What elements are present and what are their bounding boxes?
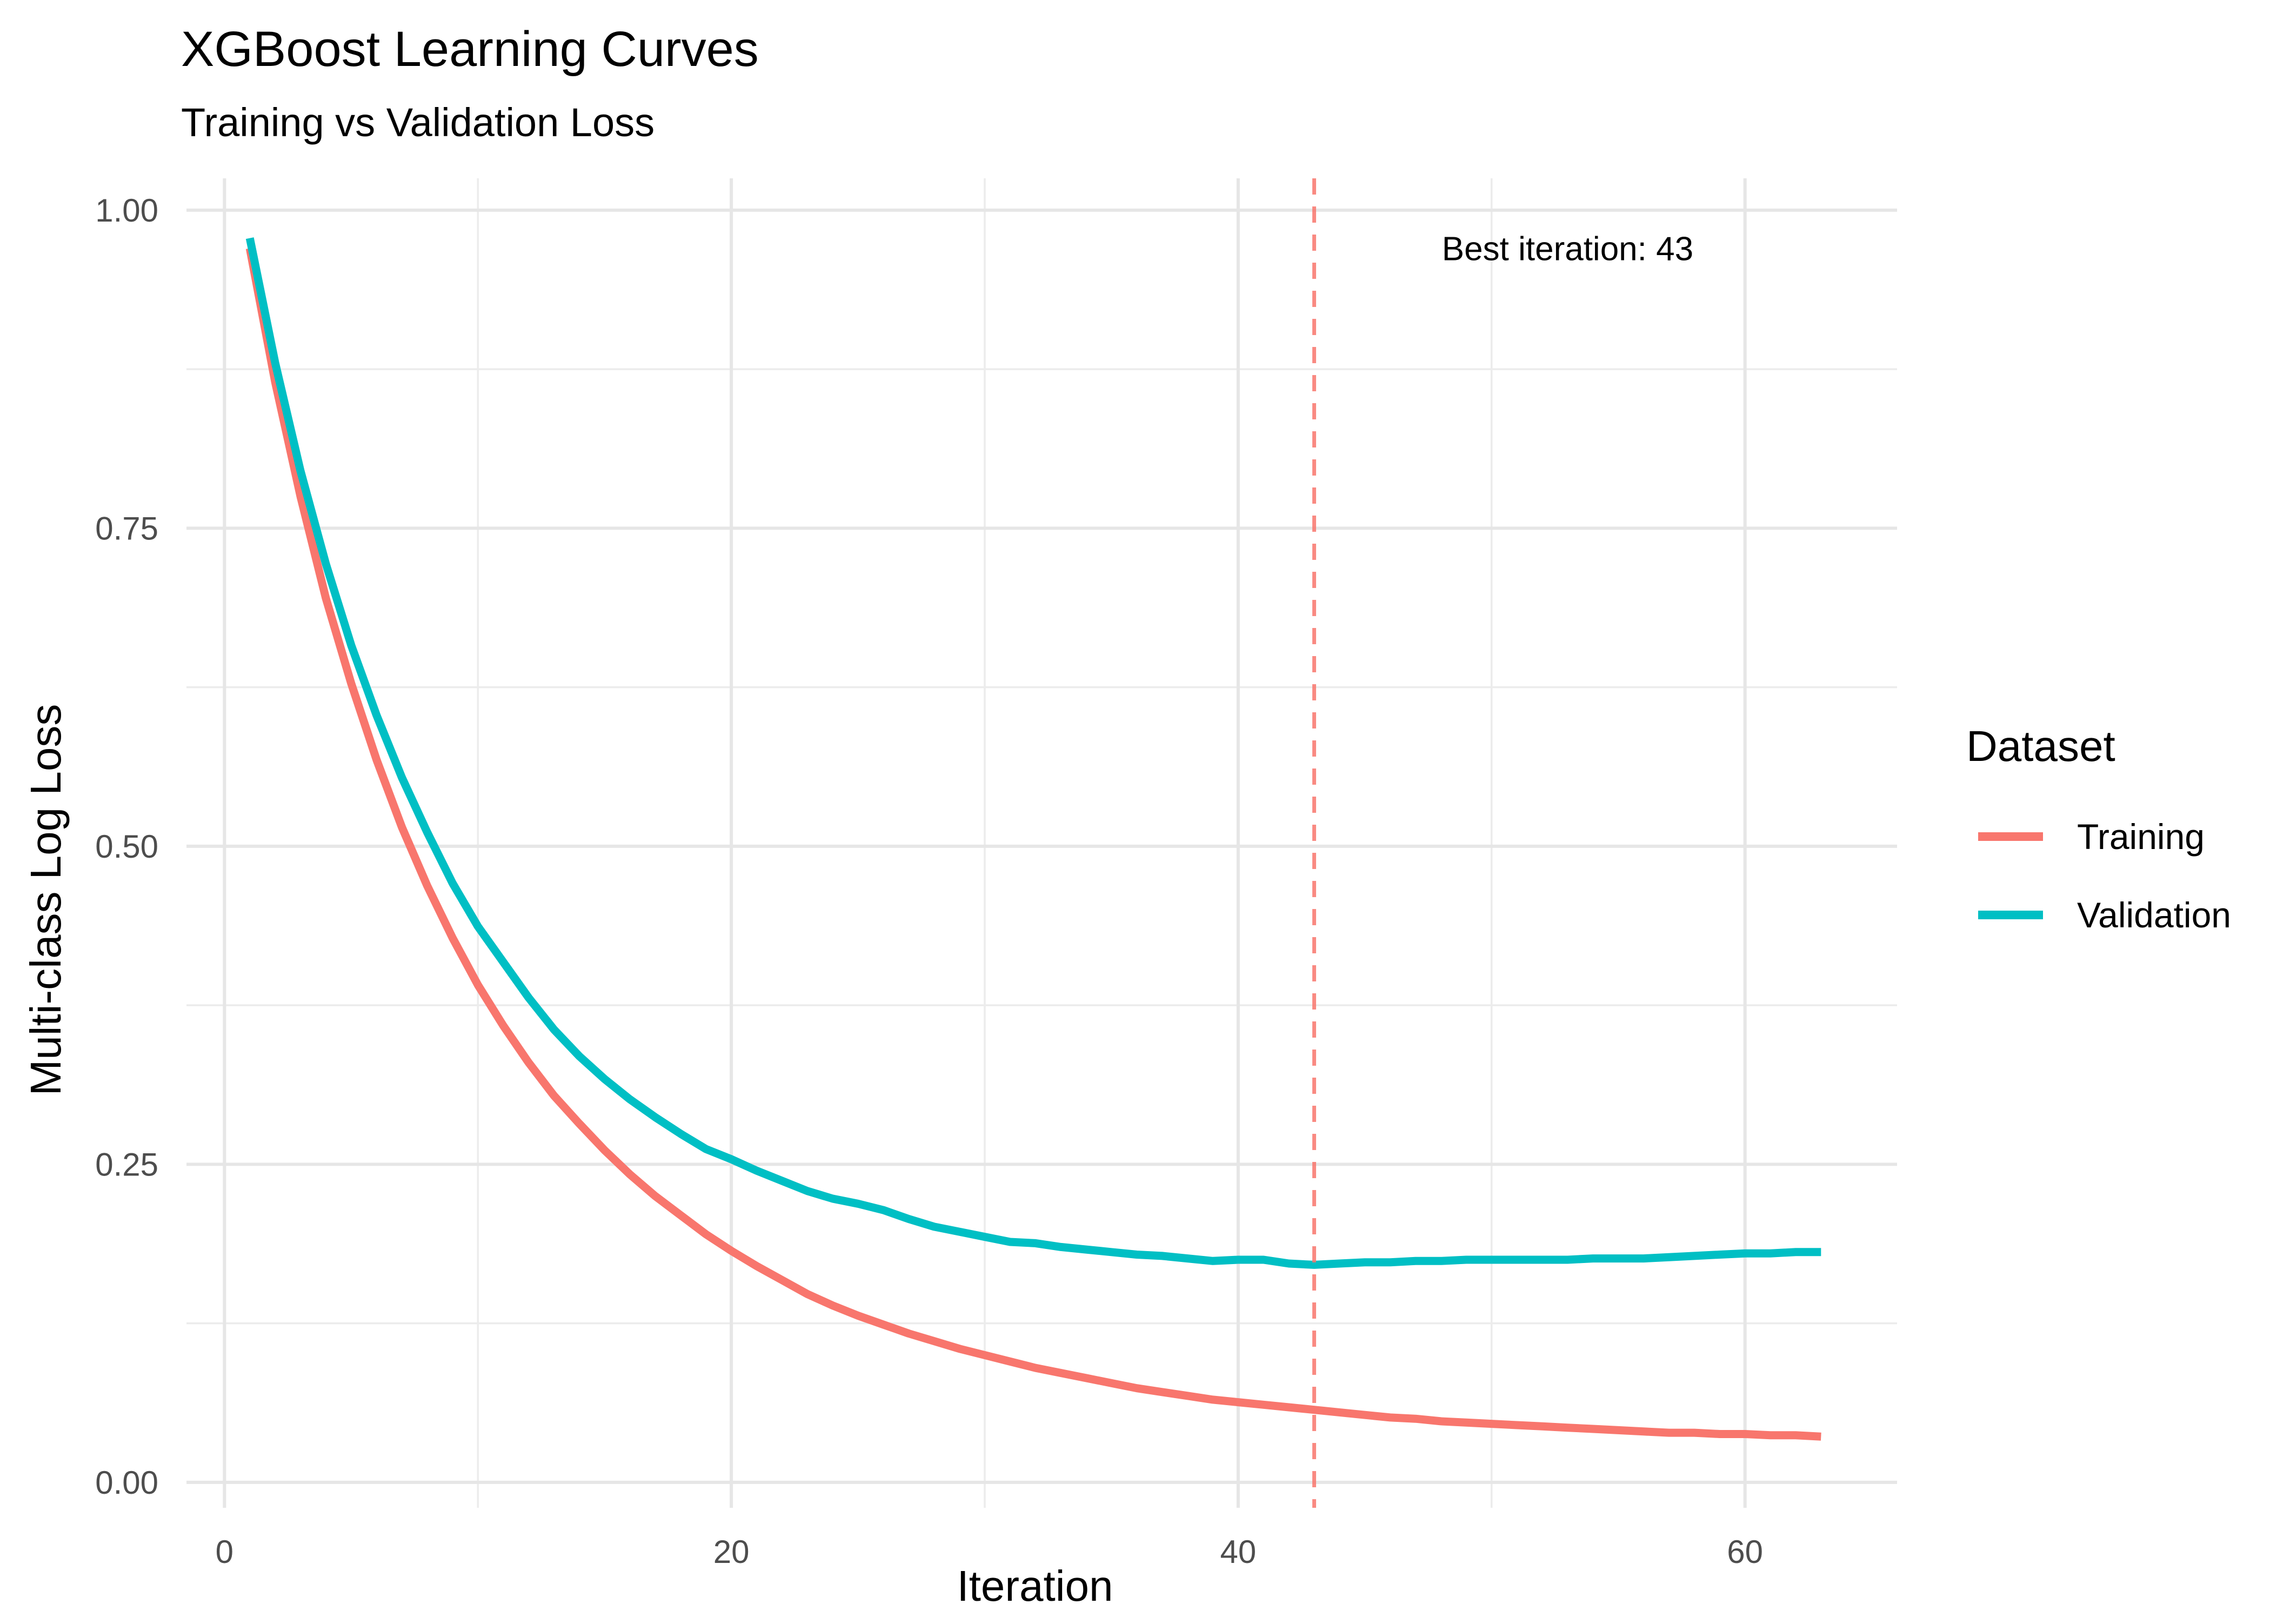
legend-label-training: Training [2077,817,2205,857]
series-line-validation [245,237,1821,1269]
annotations: Best iteration: 43 [1442,230,1693,268]
chart-subtitle: Training vs Validation Loss [181,100,655,145]
y-tick-label-0: 0.00 [95,1465,158,1501]
x-tick-label-1: 20 [713,1534,750,1570]
legend-label-validation: Validation [2077,895,2231,935]
x-tick-label-2: 40 [1220,1534,1257,1570]
y-tick-label-2: 0.50 [95,828,158,865]
x-tick-labels: 0 20 40 60 [216,1534,1763,1570]
chart-title: XGBoost Learning Curves [181,22,759,77]
x-axis-title: Iteration [957,1562,1113,1610]
y-tick-label-1: 0.25 [95,1146,158,1182]
annotation-label-0: Best iteration: 43 [1442,230,1693,268]
y-tick-label-4: 1.00 [95,192,158,229]
y-axis-title: Multi-class Log Loss [22,704,70,1096]
x-tick-label-3: 60 [1727,1534,1763,1570]
legend-items: Training Validation [1978,817,2231,935]
y-tick-labels: 0.00 0.25 0.50 0.75 1.00 [95,192,158,1501]
minor-gridlines [186,178,1897,1508]
y-tick-label-3: 0.75 [95,510,158,546]
legend-title: Dataset [1966,722,2115,770]
series-line-training [245,248,1821,1441]
major-gridlines [186,178,1897,1508]
series-lines [245,237,1821,1441]
legend: Dataset Training Validation [1966,722,2231,935]
x-tick-label-0: 0 [216,1534,233,1570]
